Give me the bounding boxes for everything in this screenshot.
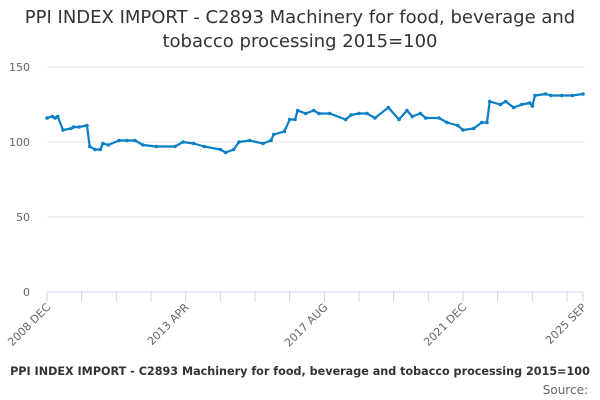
data-point — [271, 132, 276, 137]
data-point — [479, 120, 484, 125]
data-point — [247, 138, 252, 143]
x-tick-label: 2017 AUG — [282, 301, 331, 350]
data-point — [410, 114, 415, 119]
y-tick-label: 50 — [16, 211, 30, 224]
data-point — [455, 123, 460, 128]
data-point — [349, 113, 353, 117]
data-point — [357, 111, 361, 116]
x-tick-label: 2008 DEC — [5, 301, 53, 349]
data-point — [69, 126, 73, 131]
data-point — [397, 117, 401, 122]
data-point — [365, 111, 369, 116]
data-point — [101, 141, 105, 146]
data-point — [418, 111, 423, 116]
y-tick-label: 100 — [9, 136, 30, 149]
data-point — [71, 125, 76, 129]
y-tick-label: 0 — [23, 286, 30, 299]
data-point — [445, 120, 449, 125]
data-point — [181, 140, 185, 144]
data-point — [98, 147, 103, 152]
data-point — [311, 108, 316, 113]
data-point — [87, 144, 92, 149]
data-point — [471, 126, 476, 131]
data-point — [287, 117, 292, 122]
data-point — [405, 108, 409, 113]
data-point — [533, 93, 537, 98]
data-point — [559, 93, 564, 98]
data-point — [527, 101, 532, 105]
data-point — [437, 116, 441, 120]
data-point — [218, 147, 223, 152]
data-point — [269, 138, 273, 143]
series-line — [46, 92, 584, 154]
x-tick-label: 2013 APR — [145, 301, 192, 348]
data-point — [317, 111, 321, 116]
data-point — [487, 99, 492, 104]
data-point — [261, 141, 265, 146]
x-tick-label: 2021 DEC — [421, 301, 469, 349]
data-point — [293, 117, 297, 122]
data-point — [530, 104, 535, 108]
data-point — [503, 99, 508, 104]
data-point — [202, 144, 207, 149]
data-point — [295, 108, 300, 113]
data-point — [461, 128, 465, 132]
data-point — [581, 92, 585, 96]
data-point — [77, 125, 81, 129]
data-point — [519, 102, 524, 107]
data-point — [53, 116, 57, 120]
data-point — [55, 114, 60, 119]
data-point — [133, 138, 137, 143]
data-point — [386, 105, 391, 110]
data-point — [282, 129, 287, 134]
data-point — [423, 116, 428, 120]
data-point — [570, 93, 575, 98]
source-label: Source: — [542, 383, 588, 397]
data-point — [543, 92, 548, 96]
data-point — [50, 114, 55, 119]
data-point — [223, 150, 228, 155]
data-point — [173, 144, 177, 149]
chart-title: PPI INDEX IMPORT - C2893 Machinery for f… — [24, 7, 576, 52]
data-point — [125, 138, 129, 143]
data-point — [343, 117, 348, 122]
data-point — [85, 123, 89, 128]
data-point — [231, 147, 236, 152]
x-tick-label: 2025 SEP — [543, 301, 589, 347]
chart-caption: PPI INDEX IMPORT - C2893 Machinery for f… — [10, 365, 590, 378]
data-point — [141, 143, 145, 147]
data-point — [511, 105, 516, 110]
data-point — [93, 147, 97, 152]
data-point — [237, 140, 241, 144]
data-point — [191, 141, 196, 146]
data-point — [373, 116, 377, 120]
data-point — [485, 120, 489, 125]
data-point — [61, 128, 65, 132]
data-point — [303, 111, 308, 116]
data-point — [106, 143, 111, 147]
data-point — [327, 111, 332, 116]
data-point — [549, 93, 553, 98]
data-point — [498, 102, 503, 107]
y-tick-label: 150 — [9, 61, 30, 74]
data-point — [117, 138, 121, 143]
data-point — [154, 144, 159, 149]
data-point — [45, 116, 49, 120]
